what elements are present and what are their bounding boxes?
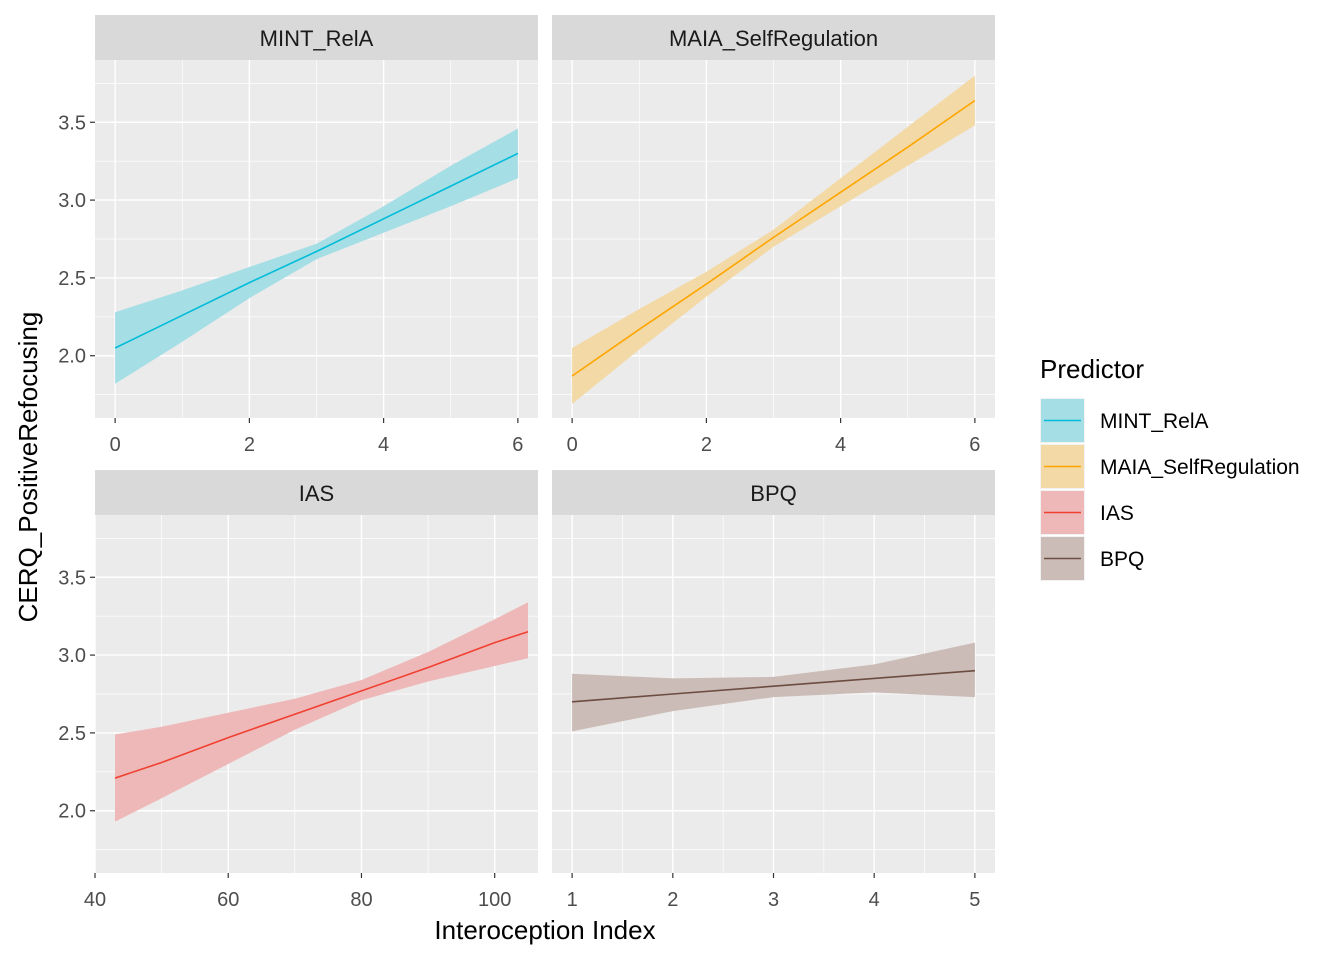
x-tick-label: 0 xyxy=(567,434,578,456)
confidence-band xyxy=(572,75,975,404)
panels: MINT_RelA 0 2 4 6 2.0 2.5 3.0 3.5 MAIA_SelfRegula… xyxy=(58,15,995,911)
fit-line xyxy=(114,630,529,779)
x-tick-label: 2 xyxy=(667,889,678,911)
x-tick-label: 2 xyxy=(244,434,255,456)
confidence-band xyxy=(115,128,518,384)
x-tick-label: 100 xyxy=(478,889,511,911)
y-tick-label: 2.0 xyxy=(58,346,86,368)
y-axis-title: CERQ_PositiveRefocusing xyxy=(13,312,43,623)
x-tick-label: 40 xyxy=(84,889,106,911)
panel-2: IAS 40 60 80 100 2.0 2.5 3.0 3.5 xyxy=(58,470,538,911)
legend-title: Predictor xyxy=(1040,354,1144,384)
x-tick-label: 6 xyxy=(512,434,523,456)
facet-strip-label: MINT_RelA xyxy=(260,26,374,51)
panel-0: MINT_RelA 0 2 4 6 2.0 2.5 3.0 3.5 xyxy=(58,15,538,456)
y-tick-label: 2.5 xyxy=(58,268,86,290)
y-tick-label: 3.5 xyxy=(58,112,86,134)
panel-1: MAIA_SelfRegulation 0 2 4 6 xyxy=(552,15,995,456)
x-tick-label: 0 xyxy=(110,434,121,456)
facet-strip xyxy=(552,15,995,60)
facet-strip-label: MAIA_SelfRegulation xyxy=(669,26,878,51)
facet-strip xyxy=(95,470,538,515)
x-axis-title: Interoception Index xyxy=(434,915,655,945)
facet-strip-label: IAS xyxy=(299,481,334,506)
legend-label: IAS xyxy=(1100,502,1134,525)
x-tick-label: 5 xyxy=(969,889,980,911)
x-tick-label: 2 xyxy=(701,434,712,456)
legend-label: BPQ xyxy=(1100,548,1144,571)
legend: Predictor MINT_RelA MAIA_SelfRegulation IA… xyxy=(1040,354,1300,581)
facet-strip xyxy=(95,15,538,60)
x-tick-label: 4 xyxy=(378,434,389,456)
y-tick-label: 2.5 xyxy=(58,723,86,745)
legend-label: MINT_RelA xyxy=(1100,410,1209,433)
x-tick-label: 60 xyxy=(217,889,239,911)
x-tick-label: 4 xyxy=(869,889,880,911)
y-tick-label: 3.0 xyxy=(58,190,86,212)
x-tick-label: 3 xyxy=(768,889,779,911)
x-tick-label: 1 xyxy=(567,889,578,911)
x-tick-label: 80 xyxy=(350,889,372,911)
fit-line xyxy=(572,669,975,703)
legend-label: MAIA_SelfRegulation xyxy=(1100,456,1300,479)
confidence-band xyxy=(115,602,528,822)
panel-3: BPQ 1 2 3 4 5 xyxy=(552,470,995,911)
x-tick-label: 4 xyxy=(835,434,846,456)
facet-strip xyxy=(552,470,995,515)
facet-strip-label: BPQ xyxy=(750,481,796,506)
fit-line xyxy=(571,99,976,377)
fit-line xyxy=(114,152,519,349)
y-tick-label: 2.0 xyxy=(58,801,86,823)
y-tick-label: 3.5 xyxy=(58,567,86,589)
y-tick-label: 3.0 xyxy=(58,645,86,667)
x-tick-label: 6 xyxy=(969,434,980,456)
